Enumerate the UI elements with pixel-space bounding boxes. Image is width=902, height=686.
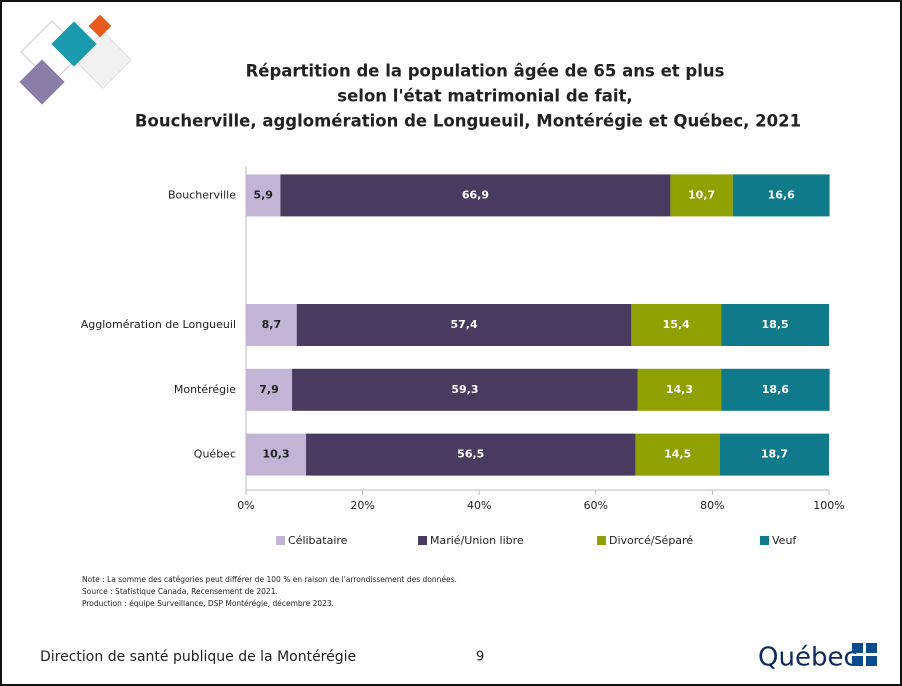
value-label: 5,9 [253,188,273,201]
value-label: 14,3 [666,383,693,396]
note: Production : équipe Surveillance, DSP Mo… [82,599,334,608]
x-tick-label: 20% [350,499,374,512]
legend-swatch [276,536,285,545]
footer-organization: Direction de santé publique de la Montér… [40,649,356,665]
x-tick-label: 60% [584,499,608,512]
value-label: 16,6 [768,188,795,201]
y-tick-label: Agglomération de Longueuil [81,318,236,331]
x-tick-label: 40% [467,499,491,512]
value-label: 18,5 [762,318,789,331]
y-tick-label: Québec [194,448,236,461]
chart-title: Répartition de la population âgée de 65 … [246,62,725,81]
logo-text: Québec [758,643,858,673]
legend-swatch [418,536,427,545]
value-label: 10,7 [688,188,715,201]
chart-title: selon l'état matrimonial de fait, [337,87,632,106]
value-label: 18,6 [762,383,789,396]
value-label: 66,9 [462,188,489,201]
legend-label: Célibataire [288,534,348,547]
note: Source : Statistique Canada, Recensement… [82,587,278,596]
value-label: 10,3 [262,448,289,461]
y-tick-label: Montérégie [174,383,236,396]
value-label: 59,3 [451,383,478,396]
x-tick-label: 100% [813,499,844,512]
legend-label: Divorcé/Séparé [609,534,693,547]
note: Note : La somme des catégories peut diff… [82,575,457,584]
y-tick-label: Boucherville [168,188,236,201]
value-label: 14,5 [664,448,691,461]
slide: Répartition de la population âgée de 65 … [0,0,902,686]
value-label: 18,7 [761,448,788,461]
legend-label: Marié/Union libre [430,534,524,547]
legend-swatch [597,536,606,545]
x-tick-label: 0% [237,499,254,512]
chart-title: Boucherville, agglomération de Longueuil… [135,112,801,131]
x-tick-label: 80% [700,499,724,512]
value-label: 15,4 [663,318,690,331]
legend-swatch [760,536,769,545]
value-label: 8,7 [262,318,282,331]
page-number: 9 [476,650,484,665]
legend-label: Veuf [772,534,797,547]
value-label: 56,5 [457,448,484,461]
value-label: 57,4 [450,318,477,331]
value-label: 7,9 [259,383,279,396]
